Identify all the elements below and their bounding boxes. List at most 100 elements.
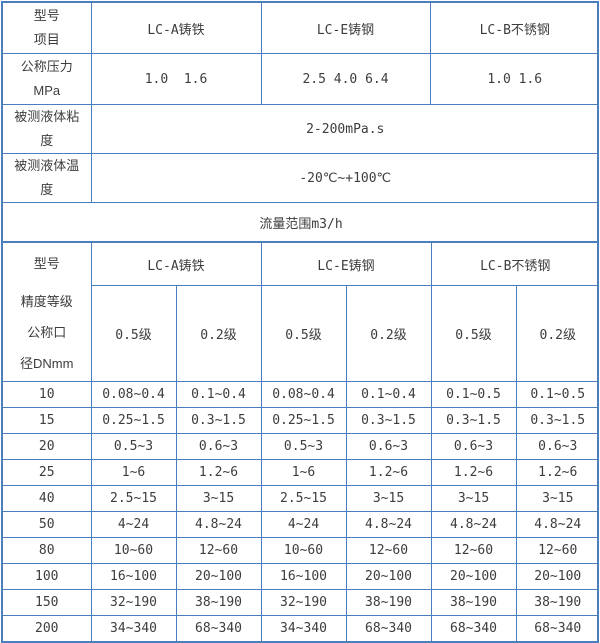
flow-range-cell: 2.5~15 bbox=[90, 485, 177, 512]
flow-range-cell: 0.3~1.5 bbox=[175, 407, 262, 434]
material-header-lce: LC-E铸钢 bbox=[260, 3, 431, 54]
flow-corner-cell: 型号 精度等级 公称口 径DNmm bbox=[3, 242, 92, 382]
flow-range-cell: 3~15 bbox=[430, 485, 517, 512]
flow-range-cell: 4.8~24 bbox=[175, 511, 262, 538]
flow-material-header-lcb: LC-B不锈钢 bbox=[430, 241, 599, 287]
table-row: 20 0.5~3 0.6~3 0.5~3 0.6~3 0.6~3 0.6~3 bbox=[3, 433, 599, 460]
flow-range-cell: 4.8~24 bbox=[430, 511, 517, 538]
flow-range-cell: 0.08~0.4 bbox=[260, 381, 347, 408]
flow-range-cell: 0.3~1.5 bbox=[430, 407, 517, 434]
flow-range-cell: 68~340 bbox=[345, 615, 432, 641]
material-header-lcb: LC-B不锈钢 bbox=[429, 3, 599, 54]
flow-range-cell: 4.8~24 bbox=[515, 511, 599, 538]
flow-range-cell: 10~60 bbox=[260, 537, 347, 564]
corner-line-1: 型号 bbox=[33, 8, 60, 23]
flow-material-header-lce: LC-E铸钢 bbox=[260, 241, 432, 287]
flow-corner-line-1: 精度等级 bbox=[20, 294, 73, 309]
table-row: 流量范围m3/h bbox=[3, 202, 599, 242]
flow-range-cell: 0.1~0.4 bbox=[175, 381, 262, 408]
table-row: 100 16~100 20~100 16~100 20~100 20~100 2… bbox=[3, 563, 599, 590]
flow-range-cell: 32~190 bbox=[260, 589, 347, 616]
pressure-label-line-1: 公称压力 bbox=[20, 59, 73, 74]
table-row: 被测液体粘 度 2-200mPa.s bbox=[3, 104, 599, 154]
flow-range-cell: 0.5~3 bbox=[260, 433, 347, 460]
pressure-label-line-2: MPa bbox=[33, 83, 61, 98]
table-row: 200 34~340 68~340 34~340 68~340 68~340 6… bbox=[3, 615, 599, 641]
dn-cell: 15 bbox=[3, 407, 92, 434]
flow-range-cell: 12~60 bbox=[345, 537, 432, 564]
table-row: 40 2.5~15 3~15 2.5~15 3~15 3~15 3~15 bbox=[3, 485, 599, 512]
flow-range-cell: 20~100 bbox=[430, 563, 517, 590]
flow-range-title: 流量范围m3/h bbox=[3, 202, 599, 242]
flow-range-cell: 1~6 bbox=[260, 459, 347, 486]
temperature-label-line-2: 度 bbox=[40, 182, 54, 197]
accuracy-header: 0.2级 bbox=[175, 285, 262, 382]
flow-range-cell: 12~60 bbox=[515, 537, 599, 564]
flow-range-cell: 12~60 bbox=[430, 537, 517, 564]
pressure-value-lca: 1.0 1.6 bbox=[90, 53, 262, 105]
flow-range-cell: 0.1~0.5 bbox=[515, 381, 599, 408]
corner-line-2: 项目 bbox=[33, 32, 60, 47]
table-row: 150 32~190 38~190 32~190 38~190 38~190 3… bbox=[3, 589, 599, 616]
flow-corner-line-3: 径DNmm bbox=[20, 356, 74, 371]
flow-range-cell: 68~340 bbox=[430, 615, 517, 641]
accuracy-header: 0.5级 bbox=[260, 285, 347, 382]
table-row: 型号 项目 LC-A铸铁 LC-E铸钢 LC-B不锈钢 bbox=[3, 3, 599, 54]
table-row: 80 10~60 12~60 10~60 12~60 12~60 12~60 bbox=[3, 537, 599, 564]
flow-range-cell: 0.1~0.4 bbox=[345, 381, 432, 408]
flow-range-cell: 0.6~3 bbox=[175, 433, 262, 460]
flow-range-cell: 0.25~1.5 bbox=[90, 407, 177, 434]
flow-range-cell: 4.8~24 bbox=[345, 511, 432, 538]
dn-cell: 80 bbox=[3, 537, 92, 564]
temperature-label: 被测液体温 度 bbox=[3, 153, 92, 203]
flow-range-cell: 68~340 bbox=[515, 615, 599, 641]
flow-range-cell: 32~190 bbox=[90, 589, 177, 616]
table-row: 15 0.25~1.5 0.3~1.5 0.25~1.5 0.3~1.5 0.3… bbox=[3, 407, 599, 434]
dn-cell: 25 bbox=[3, 459, 92, 486]
flow-material-header-lca: LC-A铸铁 bbox=[90, 241, 262, 287]
flow-range-cell: 4~24 bbox=[90, 511, 177, 538]
table-row: 50 4~24 4.8~24 4~24 4.8~24 4.8~24 4.8~24 bbox=[3, 511, 599, 538]
flow-range-cell: 1.2~6 bbox=[430, 459, 517, 486]
flow-range-cell: 38~190 bbox=[345, 589, 432, 616]
flow-range-cell: 34~340 bbox=[260, 615, 347, 641]
temperature-label-line-1: 被测液体温 bbox=[14, 158, 80, 173]
table-row: 公称压力 MPa 1.0 1.6 2.5 4.0 6.4 1.0 1.6 bbox=[3, 53, 599, 105]
flow-range-cell: 12~60 bbox=[175, 537, 262, 564]
table-row: 0.5级 0.2级 0.5级 0.2级 0.5级 0.2级 bbox=[3, 285, 599, 382]
viscosity-value: 2-200mPa.s bbox=[90, 104, 599, 154]
flow-range-cell: 3~15 bbox=[345, 485, 432, 512]
dn-cell: 100 bbox=[3, 563, 92, 590]
table-row: 10 0.08~0.4 0.1~0.4 0.08~0.4 0.1~0.4 0.1… bbox=[3, 381, 599, 408]
flow-corner-dn-label: 精度等级 公称口 径DNmm bbox=[3, 285, 90, 381]
flow-range-cell: 16~100 bbox=[260, 563, 347, 590]
flow-range-cell: 1.2~6 bbox=[515, 459, 599, 486]
flow-range-cell: 20~100 bbox=[175, 563, 262, 590]
flow-range-cell: 0.6~3 bbox=[515, 433, 599, 460]
flow-range-cell: 2.5~15 bbox=[260, 485, 347, 512]
viscosity-label: 被测液体粘 度 bbox=[3, 104, 92, 154]
corner-cell: 型号 项目 bbox=[3, 3, 92, 54]
flow-range-cell: 0.6~3 bbox=[345, 433, 432, 460]
dn-cell: 150 bbox=[3, 589, 92, 616]
flow-range-cell: 1.2~6 bbox=[345, 459, 432, 486]
flow-corner-model-label: 型号 bbox=[33, 256, 60, 271]
flow-range-cell: 0.3~1.5 bbox=[515, 407, 599, 434]
flow-range-cell: 0.08~0.4 bbox=[90, 381, 177, 408]
flow-range-cell: 68~340 bbox=[175, 615, 262, 641]
flow-range-cell: 1.2~6 bbox=[175, 459, 262, 486]
accuracy-header: 0.5级 bbox=[430, 285, 517, 382]
pressure-value-lce: 2.5 4.0 6.4 bbox=[260, 53, 431, 105]
flow-range-table: 型号 精度等级 公称口 径DNmm LC-A铸铁 LC-E铸钢 LC-B不锈钢 … bbox=[3, 241, 599, 641]
flow-range-cell: 1~6 bbox=[90, 459, 177, 486]
dn-cell: 20 bbox=[3, 433, 92, 460]
flow-range-cell: 38~190 bbox=[515, 589, 599, 616]
flow-range-cell: 20~100 bbox=[515, 563, 599, 590]
material-header-lca: LC-A铸铁 bbox=[90, 3, 262, 54]
pressure-value-lcb: 1.0 1.6 bbox=[429, 53, 599, 105]
accuracy-header: 0.2级 bbox=[345, 285, 432, 382]
flow-range-cell: 0.25~1.5 bbox=[260, 407, 347, 434]
accuracy-header: 0.5级 bbox=[91, 285, 177, 382]
flow-range-cell: 16~100 bbox=[90, 563, 177, 590]
